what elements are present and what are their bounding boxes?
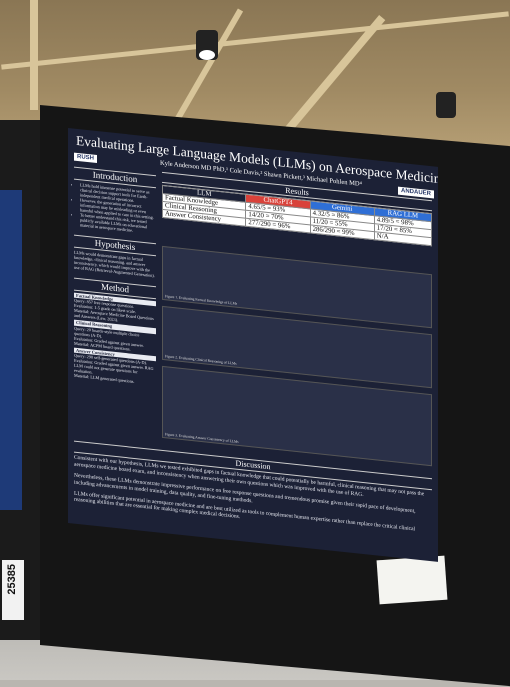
figure-caption: Figure 2. Evaluating Clinical Reasoning … [165, 354, 237, 366]
board-tag: 25385 [2, 560, 24, 620]
figure-caption: Figure 3. Evaluating Answer Consistency … [165, 432, 239, 444]
spotlight [436, 92, 456, 118]
light [199, 50, 215, 60]
left-column: Introduction LLMs hold immense potential… [74, 165, 156, 387]
logo: RUSH [74, 152, 98, 164]
beam [30, 0, 38, 110]
method-parts: Factual Knowledge Query: 857 free respons… [74, 292, 156, 386]
figure-caption: Figure 1. Evaluating Factual Knowledge o… [165, 294, 238, 306]
beam [1, 11, 509, 70]
bullet-list: LLMs hold immense potential to serve as … [74, 181, 156, 235]
left-poster [0, 190, 22, 510]
poster: Evaluating Large Language Models (LLMs) … [68, 128, 438, 562]
sticky-note [376, 555, 448, 605]
board-number: 25385 [6, 564, 18, 595]
